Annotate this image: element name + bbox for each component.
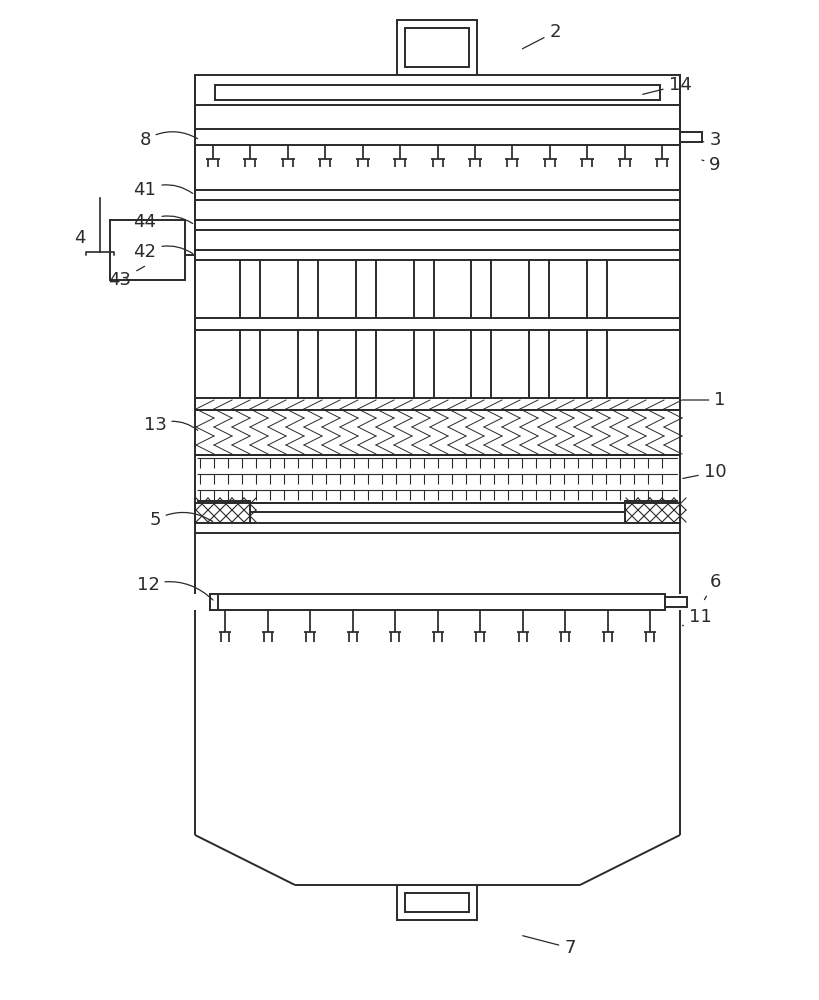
Bar — [195, 398, 680, 410]
Bar — [397, 885, 477, 920]
Bar — [240, 260, 260, 320]
Bar — [195, 523, 680, 533]
Bar — [678, 410, 682, 455]
Bar — [210, 594, 665, 610]
Text: 11: 11 — [682, 608, 712, 626]
Bar — [529, 330, 550, 400]
Bar — [195, 501, 250, 523]
Text: 8: 8 — [139, 131, 197, 149]
Bar — [195, 220, 680, 230]
Bar — [405, 28, 469, 67]
Text: 44: 44 — [133, 213, 192, 231]
Bar — [298, 260, 318, 320]
Bar — [680, 132, 702, 142]
Bar — [472, 260, 491, 320]
Text: 7: 7 — [523, 936, 576, 957]
Text: 1: 1 — [683, 391, 726, 409]
Bar — [625, 501, 680, 523]
Bar — [355, 330, 376, 400]
Bar — [195, 75, 680, 105]
Bar — [678, 455, 682, 503]
Bar — [414, 330, 433, 400]
Bar — [210, 594, 218, 610]
Bar — [195, 455, 680, 503]
Text: 5: 5 — [149, 511, 213, 529]
Text: 13: 13 — [143, 416, 198, 434]
Bar — [587, 260, 607, 320]
Text: 42: 42 — [133, 243, 192, 261]
Text: 3: 3 — [702, 131, 721, 149]
Text: 2: 2 — [523, 23, 561, 49]
Bar — [405, 893, 469, 912]
Text: 10: 10 — [683, 463, 726, 481]
Bar — [240, 330, 260, 400]
Bar — [193, 455, 197, 503]
Text: 43: 43 — [108, 266, 145, 289]
Bar — [195, 129, 680, 145]
Bar — [195, 318, 680, 330]
Bar — [665, 597, 687, 607]
Bar — [195, 410, 680, 455]
Text: 9: 9 — [702, 156, 721, 174]
Bar — [472, 330, 491, 400]
Bar — [298, 330, 318, 400]
Text: 4: 4 — [75, 229, 86, 247]
Bar — [195, 410, 680, 455]
Bar — [215, 85, 660, 100]
Bar — [195, 250, 680, 260]
Bar — [397, 20, 477, 75]
Text: 14: 14 — [643, 76, 691, 94]
Bar — [529, 260, 550, 320]
Text: 6: 6 — [704, 573, 721, 600]
Bar — [195, 455, 680, 503]
Bar — [355, 260, 376, 320]
Bar — [587, 330, 607, 400]
Text: 41: 41 — [133, 181, 192, 199]
Bar — [193, 410, 197, 455]
Text: 12: 12 — [137, 576, 213, 600]
Bar — [195, 190, 680, 200]
Bar — [414, 260, 433, 320]
Bar — [110, 220, 185, 280]
